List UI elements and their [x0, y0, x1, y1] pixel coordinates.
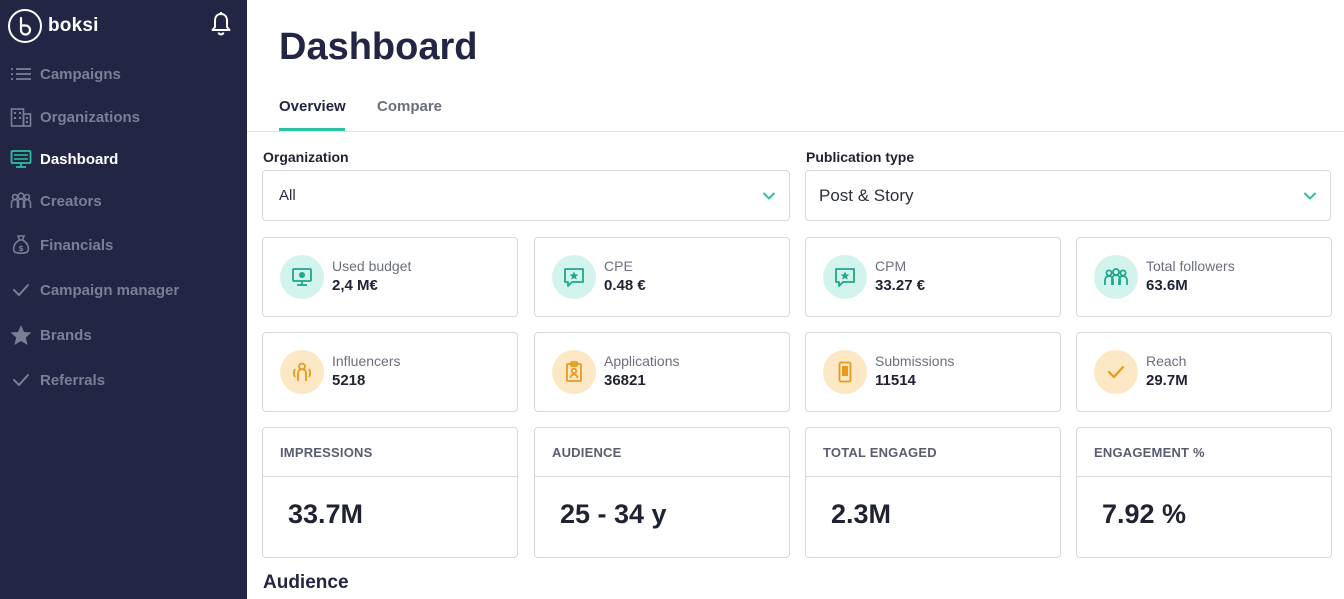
kpi-card-impressions: IMPRESSIONS 33.7M [262, 427, 518, 558]
sidebar-item-label: Creators [40, 192, 102, 210]
monitor-money-icon [280, 255, 324, 299]
star-chat-icon [552, 255, 596, 299]
influencer-icon [280, 350, 324, 394]
sidebar: boksi Campaigns Organizations Dashboard … [0, 0, 247, 599]
stat-card-cpm: CPM 33.27 € [805, 237, 1061, 317]
kpi-value: 33.7M [288, 499, 364, 529]
stat-title: CPM [875, 258, 907, 274]
chevron-down-icon [763, 192, 775, 200]
stat-title: Reach [1146, 353, 1187, 369]
organization-select-value: All [279, 187, 296, 204]
stat-title: Used budget [332, 258, 412, 274]
check-icon [1094, 350, 1138, 394]
sidebar-item-brands[interactable]: Brands [0, 315, 247, 355]
stat-card-reach: Reach 29.7M [1076, 332, 1332, 412]
star-chat-icon [823, 255, 867, 299]
sidebar-item-label: Referrals [40, 371, 106, 389]
kpi-value: 25 - 34 y [560, 499, 667, 529]
money-bag-icon: $ [9, 234, 33, 256]
sidebar-item-label: Brands [40, 326, 92, 344]
svg-text:$: $ [18, 244, 24, 253]
kpi-card-engagement-percent: ENGAGEMENT % 7.92 % [1076, 427, 1332, 558]
publication-type-select[interactable]: Post & Story [805, 170, 1331, 221]
stat-value: 0.48 € [604, 277, 646, 294]
sidebar-item-label: Financials [40, 236, 114, 254]
stat-value: 33.27 € [875, 277, 926, 294]
stat-title: Submissions [875, 353, 955, 369]
stat-title: Influencers [332, 353, 401, 369]
stat-value: 36821 [604, 372, 646, 389]
sidebar-item-dashboard[interactable]: Dashboard [0, 139, 247, 179]
monitor-icon [9, 148, 33, 170]
sidebar-item-campaigns[interactable]: Campaigns [0, 54, 247, 94]
sidebar-item-label: Organizations [40, 108, 141, 126]
stat-card-applications: Applications 36821 [534, 332, 790, 412]
group-icon [1094, 255, 1138, 299]
brand-name: boksi [48, 15, 99, 36]
kpi-card-audience: AUDIENCE 25 - 34 y [534, 427, 790, 558]
organization-filter-label: Organization [263, 149, 349, 165]
tab-compare[interactable]: Compare [377, 98, 443, 115]
notifications-bell-icon[interactable] [209, 11, 233, 37]
stat-card-cpe: CPE 0.48 € [534, 237, 790, 317]
people-icon [9, 190, 33, 212]
kpi-value: 7.92 % [1102, 499, 1187, 529]
kpi-title: IMPRESSIONS [263, 428, 517, 477]
sidebar-item-referrals[interactable]: Referrals [0, 360, 247, 400]
publication-type-filter-label: Publication type [806, 149, 915, 165]
sidebar-item-label: Dashboard [40, 150, 119, 168]
stat-value: 63.6M [1146, 277, 1188, 294]
stat-card-influencers: Influencers 5218 [262, 332, 518, 412]
check-icon [9, 369, 33, 391]
stat-card-submissions: Submissions 11514 [805, 332, 1061, 412]
kpi-card-total-engaged: TOTAL ENGAGED 2.3M [805, 427, 1061, 558]
organization-select[interactable]: All [262, 170, 790, 221]
audience-section-title: Audience [263, 572, 349, 593]
kpi-title: AUDIENCE [535, 428, 789, 477]
page-title: Dashboard [279, 26, 478, 68]
star-icon [9, 324, 33, 346]
kpi-title: ENGAGEMENT % [1077, 428, 1331, 477]
stat-title: Applications [604, 353, 680, 369]
clipboard-user-icon [552, 350, 596, 394]
stat-card-total-followers: Total followers 63.6M [1076, 237, 1332, 317]
stat-title: CPE [604, 258, 633, 274]
boksi-logo-icon [8, 9, 42, 43]
sidebar-item-label: Campaign manager [40, 281, 180, 299]
stat-value: 5218 [332, 372, 366, 389]
check-icon [9, 279, 33, 301]
kpi-value: 2.3M [831, 499, 892, 529]
kpi-title: TOTAL ENGAGED [806, 428, 1060, 477]
sidebar-item-creators[interactable]: Creators [0, 181, 247, 221]
stat-value: 11514 [875, 372, 916, 389]
building-icon [9, 106, 33, 128]
stat-title: Total followers [1146, 258, 1235, 274]
list-icon [9, 63, 33, 85]
sidebar-item-financials[interactable]: $ Financials [0, 225, 247, 265]
tab-overview[interactable]: Overview [279, 98, 346, 115]
brand-logo[interactable]: boksi [8, 8, 99, 44]
header-divider [247, 131, 1344, 132]
active-tab-indicator [279, 128, 345, 131]
sidebar-item-label: Campaigns [40, 65, 121, 83]
stat-value: 2,4 M€ [332, 277, 378, 294]
stat-card-used-budget: Used budget 2,4 M€ [262, 237, 518, 317]
sidebar-item-organizations[interactable]: Organizations [0, 97, 247, 137]
sidebar-item-campaign-manager[interactable]: Campaign manager [0, 270, 247, 310]
chevron-down-icon [1304, 192, 1316, 200]
phone-icon [823, 350, 867, 394]
publication-type-select-value: Post & Story [819, 185, 914, 205]
stat-value: 29.7M [1146, 372, 1188, 389]
